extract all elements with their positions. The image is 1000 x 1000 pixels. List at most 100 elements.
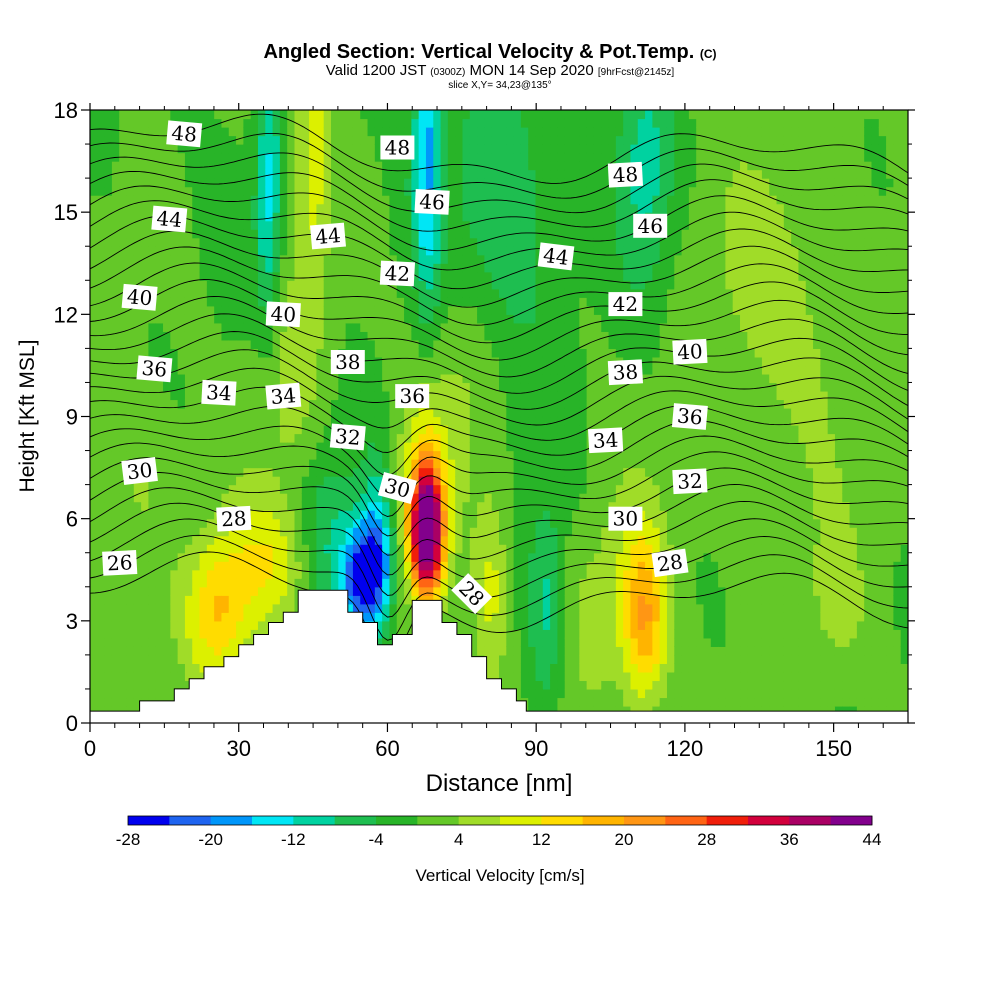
velocity-cell: [535, 493, 544, 503]
velocity-cell: [491, 493, 500, 503]
velocity-cell: [257, 322, 266, 332]
velocity-cell: [418, 561, 427, 571]
velocity-cell: [279, 535, 288, 545]
velocity-cell: [535, 705, 544, 716]
velocity-cell: [214, 297, 223, 307]
velocity-cell: [477, 620, 485, 630]
velocity-cell: [484, 390, 493, 401]
velocity-cell: [491, 305, 500, 315]
velocity-cell: [184, 373, 193, 384]
velocity-cell: [148, 382, 157, 392]
velocity-cell: [104, 203, 113, 213]
velocity-cell: [323, 552, 332, 562]
velocity-cell: [323, 518, 332, 528]
velocity-cell: [338, 544, 347, 554]
velocity-cell: [550, 195, 559, 205]
velocity-cell: [506, 322, 515, 332]
velocity-cell: [411, 144, 420, 154]
velocity-cell: [411, 263, 420, 273]
velocity-cell: [155, 195, 164, 205]
velocity-cell: [499, 144, 507, 154]
velocity-cell: [163, 654, 171, 664]
velocity-cell: [163, 399, 171, 409]
velocity-cell: [367, 348, 376, 358]
velocity-cell: [572, 152, 580, 162]
velocity-cell: [499, 110, 507, 120]
velocity-cell: [557, 612, 566, 622]
velocity-cell: [396, 518, 405, 528]
velocity-cell: [184, 595, 193, 605]
velocity-cell: [170, 467, 179, 477]
velocity-cell: [177, 603, 186, 613]
velocity-cell: [499, 450, 507, 460]
velocity-cell: [447, 118, 456, 128]
velocity-cell: [374, 544, 383, 554]
velocity-cell: [389, 450, 398, 460]
velocity-cell: [97, 544, 106, 554]
velocity-cell: [564, 229, 573, 239]
velocity-cell: [499, 569, 507, 579]
velocity-cell: [119, 161, 128, 171]
velocity-cell: [214, 152, 223, 162]
velocity-cell: [111, 518, 120, 528]
velocity-cell: [206, 237, 215, 247]
velocity-cell: [199, 484, 208, 494]
velocity-cell: [411, 152, 420, 162]
velocity-cell: [447, 544, 456, 554]
velocity-cell: [104, 433, 113, 443]
velocity-cell: [418, 110, 427, 120]
velocity-cell: [579, 493, 588, 503]
velocity-cell: [257, 195, 266, 205]
velocity-cell: [111, 637, 120, 647]
velocity-cell: [462, 186, 471, 196]
velocity-cell: [367, 373, 376, 384]
velocity-cell: [199, 186, 208, 196]
velocity-cell: [520, 339, 529, 349]
velocity-cell: [265, 476, 274, 486]
velocity-cell: [447, 399, 456, 409]
velocity-cell: [126, 442, 135, 452]
velocity-cell: [272, 484, 281, 494]
velocity-cell: [170, 527, 179, 537]
velocity-cell: [177, 271, 186, 281]
velocity-cell: [593, 620, 602, 630]
velocity-cell: [404, 127, 412, 137]
velocity-cell: [221, 603, 230, 613]
velocity-cell: [287, 135, 296, 145]
velocity-cell: [352, 263, 361, 273]
velocity-cell: [433, 433, 442, 443]
velocity-cell: [236, 399, 244, 409]
velocity-cell: [309, 459, 318, 469]
velocity-cell: [257, 450, 266, 460]
velocity-cell: [455, 450, 464, 460]
velocity-cell: [104, 382, 113, 392]
velocity-cell: [309, 535, 318, 545]
velocity-cell: [163, 152, 171, 162]
velocity-cell: [528, 169, 537, 179]
velocity-cell: [206, 186, 215, 196]
velocity-cell: [491, 186, 500, 196]
velocity-cell: [294, 407, 303, 418]
velocity-cell: [104, 237, 113, 247]
velocity-cell: [550, 654, 559, 664]
velocity-cell: [345, 246, 354, 256]
velocity-cell: [323, 544, 332, 554]
velocity-cell: [199, 578, 208, 588]
velocity-cell: [126, 527, 135, 537]
velocity-cell: [477, 467, 485, 477]
velocity-cell: [345, 527, 354, 537]
velocity-cell: [542, 118, 551, 128]
velocity-cell: [323, 178, 332, 188]
velocity-cell: [557, 569, 566, 579]
velocity-cell: [440, 110, 449, 120]
velocity-cell: [279, 569, 288, 579]
velocity-cell: [542, 305, 551, 315]
velocity-cell: [374, 535, 383, 545]
velocity-cell: [542, 663, 551, 673]
velocity-cell: [484, 237, 493, 247]
velocity-cell: [411, 220, 420, 230]
velocity-cell: [309, 442, 318, 452]
velocity-cell: [477, 390, 485, 401]
velocity-cell: [455, 220, 464, 230]
velocity-cell: [433, 135, 442, 145]
